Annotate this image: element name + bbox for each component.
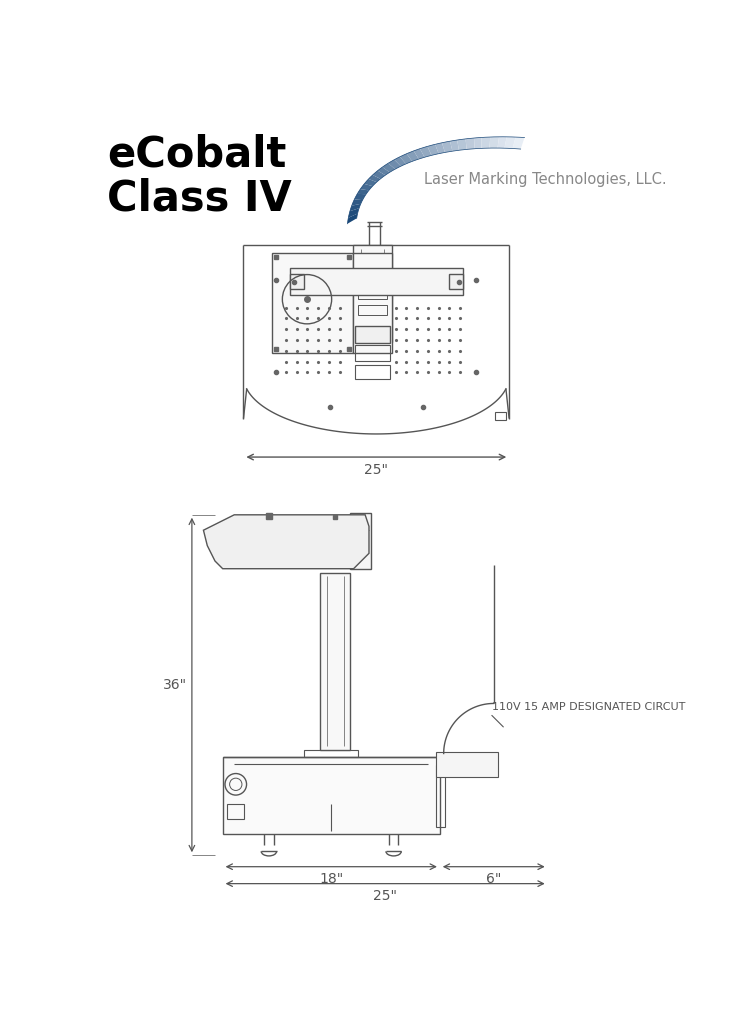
Bar [436, 765, 445, 826]
Bar [228, 804, 244, 819]
Text: 110V 15 AMP DESIGNATED CIRCUT: 110V 15 AMP DESIGNATED CIRCUT [492, 701, 686, 712]
Bar [358, 286, 387, 289]
Polygon shape [368, 175, 381, 182]
Polygon shape [351, 199, 363, 206]
Polygon shape [482, 137, 490, 148]
Bar [305, 750, 358, 758]
Bar [358, 305, 387, 314]
Polygon shape [348, 214, 357, 224]
Polygon shape [512, 137, 525, 150]
Polygon shape [466, 138, 474, 150]
Polygon shape [504, 137, 515, 148]
Polygon shape [373, 171, 385, 179]
Bar [354, 253, 392, 353]
Polygon shape [203, 515, 369, 568]
Bar [272, 253, 354, 353]
Polygon shape [378, 167, 389, 175]
Bar [223, 758, 440, 835]
Polygon shape [498, 137, 507, 148]
Polygon shape [450, 140, 459, 152]
Polygon shape [382, 163, 395, 172]
Polygon shape [348, 208, 359, 218]
Polygon shape [406, 151, 419, 162]
Polygon shape [490, 137, 499, 148]
Bar [321, 572, 350, 750]
Polygon shape [414, 148, 425, 159]
Polygon shape [442, 141, 452, 153]
Bar [350, 512, 371, 568]
Bar [290, 273, 304, 289]
Bar [436, 752, 498, 776]
Text: 36": 36" [163, 678, 187, 692]
Polygon shape [395, 157, 406, 166]
Polygon shape [474, 137, 482, 148]
Bar [496, 413, 506, 420]
Text: 25": 25" [365, 463, 388, 477]
Text: 25": 25" [373, 889, 397, 903]
Polygon shape [435, 142, 445, 154]
Text: Laser Marking Technologies, LLC.: Laser Marking Technologies, LLC. [425, 172, 667, 187]
Polygon shape [388, 160, 401, 169]
Polygon shape [360, 184, 373, 190]
Text: eCobalt
Class IV: eCobalt Class IV [107, 134, 292, 219]
Polygon shape [357, 189, 369, 195]
Bar [355, 365, 390, 379]
Polygon shape [457, 139, 467, 151]
Polygon shape [354, 194, 366, 200]
Polygon shape [420, 146, 431, 158]
Bar [449, 273, 463, 289]
Bar [354, 246, 392, 342]
Text: 18": 18" [319, 872, 343, 886]
Bar [355, 327, 390, 343]
Polygon shape [350, 204, 361, 211]
Bar [358, 293, 387, 299]
Bar [355, 345, 390, 360]
Polygon shape [364, 179, 377, 186]
Polygon shape [400, 154, 412, 164]
Text: 6": 6" [486, 872, 501, 886]
Bar [290, 268, 463, 295]
Polygon shape [427, 144, 438, 156]
